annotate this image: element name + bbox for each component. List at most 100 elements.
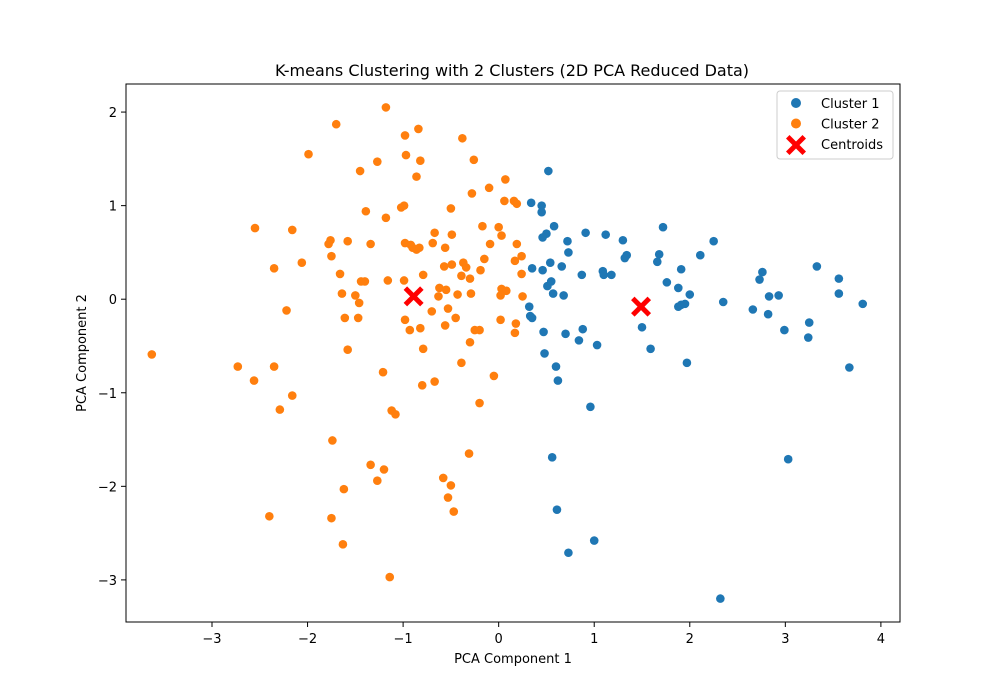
data-point	[467, 189, 477, 198]
data-point	[451, 313, 460, 323]
data-point	[457, 271, 466, 281]
data-point	[537, 201, 546, 210]
x-tick-label: 4	[877, 632, 885, 647]
data-point	[545, 258, 555, 268]
x-tick-label: 2	[686, 632, 694, 647]
data-point	[680, 299, 690, 309]
data-point	[764, 292, 774, 301]
legend-marker	[791, 98, 801, 108]
data-point	[446, 481, 456, 490]
data-point	[340, 313, 350, 323]
data-point	[478, 221, 487, 231]
data-point	[418, 270, 428, 280]
data-point	[381, 213, 391, 223]
data-point	[282, 306, 291, 315]
data-point	[249, 376, 259, 385]
data-point	[563, 236, 572, 246]
y-tick-label: −2	[98, 480, 117, 495]
data-point	[351, 291, 360, 300]
data-point	[763, 309, 773, 319]
data-point	[592, 340, 602, 350]
data-point	[547, 453, 557, 462]
data-point	[475, 325, 484, 335]
data-point	[718, 297, 728, 307]
data-point	[646, 344, 655, 354]
data-point	[654, 249, 664, 259]
legend-label: Cluster 2	[821, 118, 880, 133]
data-point	[440, 321, 450, 330]
data-point	[685, 290, 695, 299]
data-point	[373, 476, 382, 486]
x-tick-label: −2	[298, 632, 317, 647]
data-point	[546, 277, 556, 286]
data-point	[443, 493, 453, 502]
data-point	[418, 344, 428, 354]
data-point	[548, 289, 558, 298]
x-tick-label: −3	[202, 632, 221, 647]
data-point	[443, 304, 453, 313]
data-point	[147, 350, 157, 359]
x-axis-ticks: −3 −2 −1 0 1 2 3 4	[202, 622, 885, 647]
legend: Cluster 1 Cluster 2 Centroids	[776, 90, 894, 160]
chart-title: K-means Clustering with 2 Clusters (2D P…	[275, 61, 749, 80]
data-point	[709, 236, 718, 246]
data-point	[269, 362, 279, 371]
data-point	[453, 290, 462, 299]
data-point	[748, 305, 758, 314]
data-point	[755, 275, 764, 284]
plot-frame	[125, 83, 901, 623]
data-point	[812, 262, 822, 271]
data-point	[716, 594, 725, 603]
data-point	[265, 511, 274, 521]
data-point	[544, 166, 553, 176]
data-point	[517, 269, 526, 279]
data-point	[405, 325, 415, 335]
data-point	[458, 133, 467, 143]
data-point	[366, 460, 375, 470]
series-1	[524, 166, 868, 603]
data-point	[383, 276, 393, 285]
data-point	[343, 345, 352, 355]
data-point	[287, 225, 297, 235]
data-point	[399, 276, 409, 285]
data-point	[538, 233, 547, 242]
data-point	[355, 166, 365, 176]
data-point	[537, 207, 546, 217]
data-point	[480, 254, 489, 264]
data-point	[540, 349, 549, 358]
data-point	[551, 362, 561, 371]
data-point	[695, 250, 705, 260]
data-point	[674, 283, 683, 293]
data-point	[510, 256, 520, 266]
data-point	[434, 292, 443, 301]
data-point	[559, 291, 568, 300]
data-point	[269, 264, 279, 273]
data-point	[578, 324, 588, 334]
data-point	[441, 285, 451, 295]
legend-frame	[776, 90, 894, 160]
data-point	[526, 198, 536, 208]
data-point	[557, 262, 567, 271]
data-points	[147, 103, 868, 603]
x-tick-label: 0	[495, 632, 503, 647]
data-point	[489, 371, 499, 381]
data-point	[391, 409, 400, 419]
data-point	[564, 548, 573, 558]
y-axis-ticks: −3 −2 −1 0 1 2	[98, 106, 126, 589]
data-point	[500, 196, 509, 206]
data-point	[581, 228, 590, 238]
data-point	[327, 251, 336, 261]
data-point	[834, 289, 844, 298]
data-point	[233, 362, 243, 371]
data-point	[518, 292, 527, 301]
data-point	[447, 230, 457, 239]
data-point	[682, 358, 692, 368]
data-point	[327, 513, 336, 523]
data-point	[512, 239, 522, 249]
data-point	[465, 274, 475, 283]
data-point	[780, 325, 789, 335]
x-tick-label: 3	[781, 632, 789, 647]
data-point	[400, 131, 410, 140]
legend-marker	[791, 118, 801, 129]
data-point	[446, 204, 456, 213]
